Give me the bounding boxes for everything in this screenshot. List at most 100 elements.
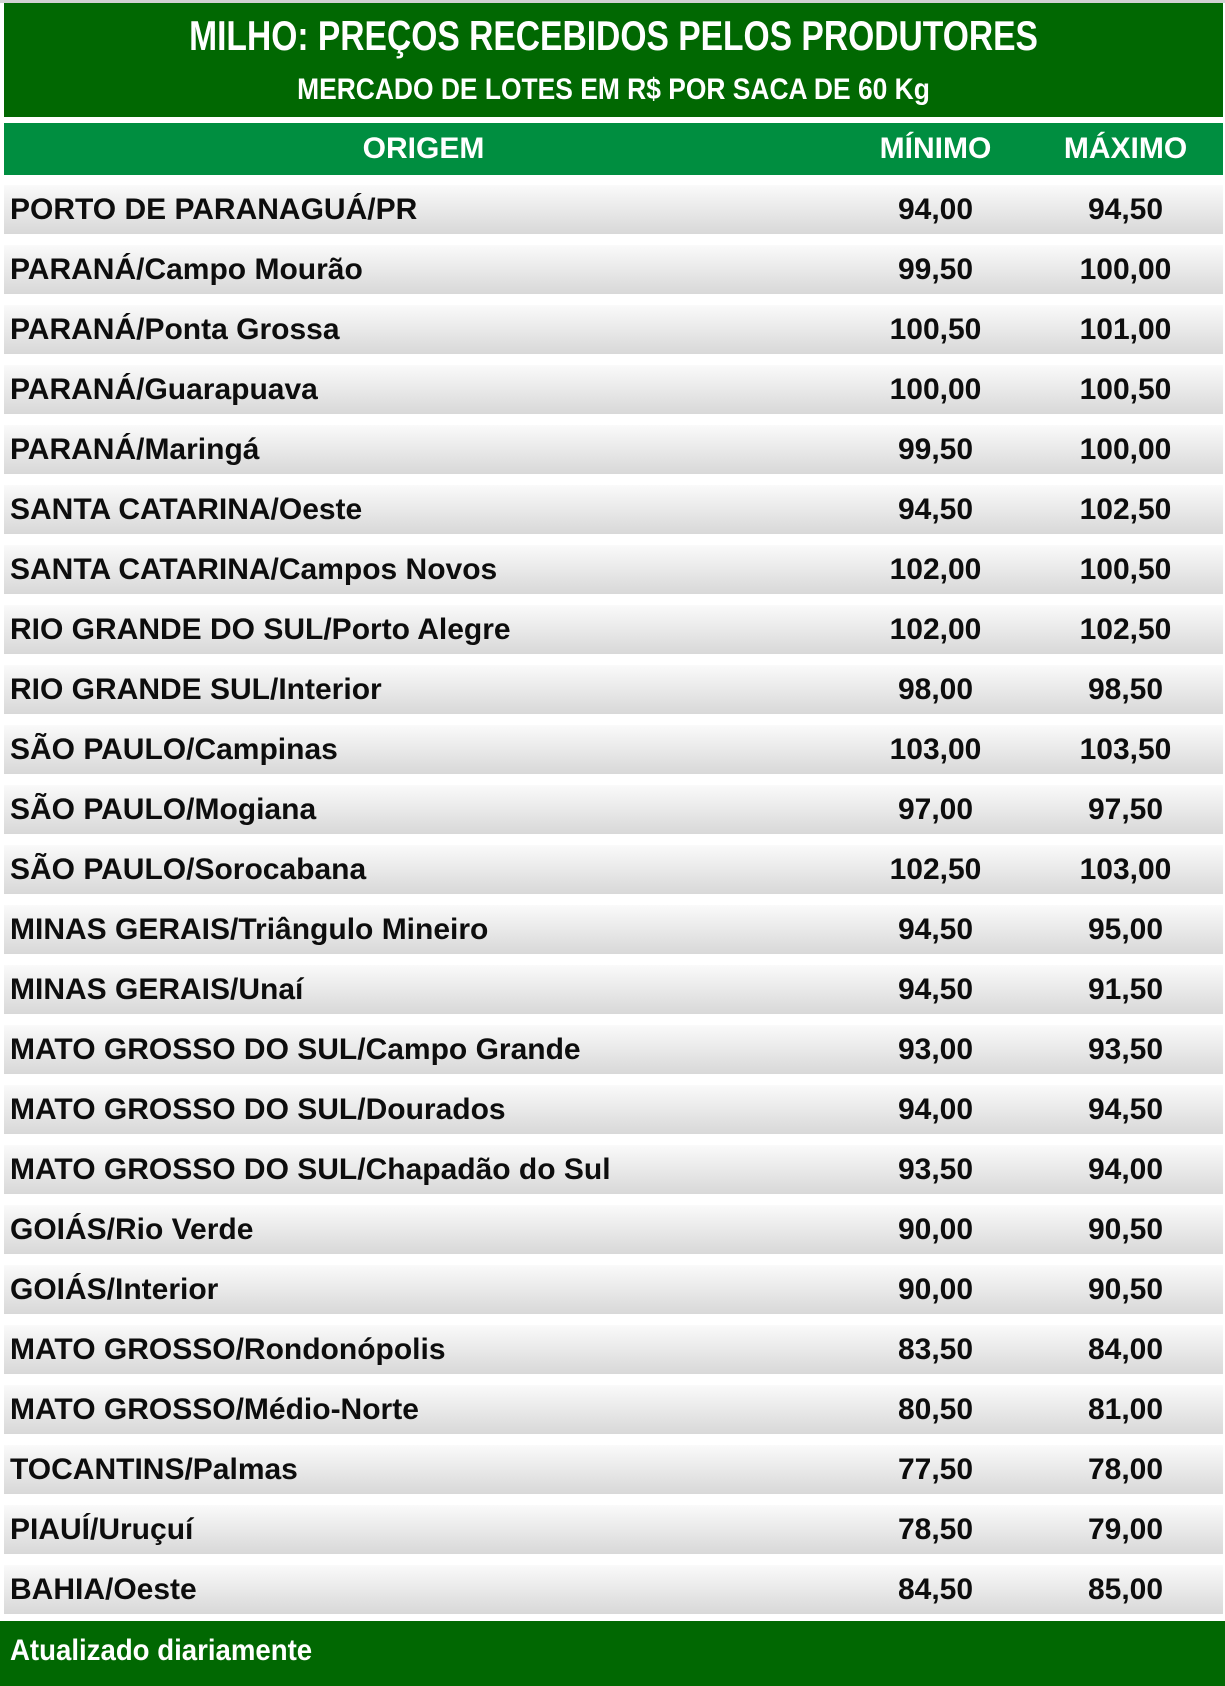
row-origem: MATO GROSSO DO SUL/Chapadão do Sul [10, 1152, 611, 1186]
table-row: PORTO DE PARANAGUÁ/PR 94,00 94,50 [4, 185, 1223, 234]
row-maximo: 81,00 [1087, 1392, 1164, 1426]
row-maximo: 85,00 [1087, 1572, 1164, 1606]
row-origem: MINAS GERAIS/Unaí [10, 972, 304, 1006]
row-maximo: 94,00 [1087, 1152, 1164, 1186]
column-header-origem: ORIGEM [362, 132, 485, 165]
row-maximo: 93,50 [1087, 1032, 1164, 1066]
row-origem: SÃO PAULO/Sorocabana [10, 852, 367, 886]
row-maximo: 98,50 [1087, 672, 1164, 706]
row-origem: PARANÁ/Ponta Grossa [10, 312, 340, 346]
row-maximo: 102,50 [1079, 492, 1172, 526]
row-minimo: 93,50 [897, 1152, 974, 1186]
table-row: RIO GRANDE DO SUL/Porto Alegre 102,00 10… [4, 605, 1223, 654]
row-origem: RIO GRANDE DO SUL/Porto Alegre [10, 612, 511, 646]
row-maximo: 91,50 [1087, 972, 1164, 1006]
table-row: MATO GROSSO DO SUL/Dourados 94,00 94,50 [4, 1085, 1223, 1134]
table-row: SANTA CATARINA/Oeste 94,50 102,50 [4, 485, 1223, 534]
row-maximo: 79,00 [1087, 1512, 1164, 1546]
column-header-minimo: MÍNIMO [879, 132, 992, 165]
row-minimo: 102,50 [889, 852, 982, 886]
row-origem: PARANÁ/Guarapuava [10, 372, 318, 406]
row-maximo: 101,00 [1079, 312, 1172, 346]
row-minimo: 94,50 [897, 972, 974, 1006]
row-origem: TOCANTINS/Palmas [10, 1452, 298, 1486]
row-origem: SÃO PAULO/Campinas [10, 732, 338, 766]
row-maximo: 95,00 [1087, 912, 1164, 946]
row-maximo: 90,50 [1087, 1272, 1164, 1306]
row-origem: MATO GROSSO DO SUL/Campo Grande [10, 1032, 581, 1066]
table-row: PARANÁ/Campo Mourão 99,50 100,00 [4, 245, 1223, 294]
row-minimo: 80,50 [897, 1392, 974, 1426]
table-row: MATO GROSSO/Rondonópolis 83,50 84,00 [4, 1325, 1223, 1374]
row-maximo: 84,00 [1087, 1332, 1164, 1366]
row-minimo: 90,00 [897, 1212, 974, 1246]
update-note: Atualizado diariamente [10, 1633, 313, 1667]
row-minimo: 102,00 [889, 552, 982, 586]
row-minimo: 93,00 [897, 1032, 974, 1066]
row-origem: MINAS GERAIS/Triângulo Mineiro [10, 912, 489, 946]
row-origem: PARANÁ/Maringá [10, 432, 260, 466]
table-row: MATO GROSSO/Médio-Norte 80,50 81,00 [4, 1385, 1223, 1434]
table-row: SANTA CATARINA/Campos Novos 102,00 100,5… [4, 545, 1223, 594]
row-origem: MATO GROSSO/Rondonópolis [10, 1332, 446, 1366]
table-row: GOIÁS/Interior 90,00 90,50 [4, 1265, 1223, 1314]
row-minimo: 100,00 [889, 372, 982, 406]
table-row: SÃO PAULO/Mogiana 97,00 97,50 [4, 785, 1223, 834]
table-row: BAHIA/Oeste 84,50 85,00 [4, 1565, 1223, 1614]
table-row: TOCANTINS/Palmas 77,50 78,00 [4, 1445, 1223, 1494]
row-origem: PIAUÍ/Uruçuí [10, 1512, 194, 1546]
table-row: PARANÁ/Guarapuava 100,00 100,50 [4, 365, 1223, 414]
row-maximo: 103,50 [1079, 732, 1172, 766]
row-origem: BAHIA/Oeste [10, 1572, 197, 1606]
row-origem: RIO GRANDE SUL/Interior [10, 672, 382, 706]
table-row: SÃO PAULO/Campinas 103,00 103,50 [4, 725, 1223, 774]
top-border [0, 0, 1225, 3]
row-maximo: 90,50 [1087, 1212, 1164, 1246]
row-minimo: 99,50 [897, 252, 974, 286]
row-maximo: 94,50 [1087, 192, 1164, 226]
row-origem: MATO GROSSO DO SUL/Dourados [10, 1092, 506, 1126]
row-origem: SANTA CATARINA/Oeste [10, 492, 363, 526]
page-title-text: MILHO: PREÇOS RECEBIDOS PELOS PRODUTORES [189, 12, 1038, 59]
row-maximo: 100,00 [1079, 252, 1172, 286]
row-minimo: 99,50 [897, 432, 974, 466]
row-minimo: 98,00 [897, 672, 974, 706]
table-row: MATO GROSSO DO SUL/Campo Grande 93,00 93… [4, 1025, 1223, 1074]
table-row: MINAS GERAIS/Triângulo Mineiro 94,50 95,… [4, 905, 1223, 954]
row-maximo: 94,50 [1087, 1092, 1164, 1126]
table-row: MATO GROSSO DO SUL/Chapadão do Sul 93,50… [4, 1145, 1223, 1194]
row-maximo: 100,50 [1079, 372, 1172, 406]
row-minimo: 77,50 [897, 1452, 974, 1486]
table-row: PIAUÍ/Uruçuí 78,50 79,00 [4, 1505, 1223, 1554]
row-maximo: 102,50 [1079, 612, 1172, 646]
row-maximo: 97,50 [1087, 792, 1164, 826]
page-subtitle-text: MERCADO DE LOTES EM R$ POR SACA DE 60 Kg [297, 73, 930, 106]
row-minimo: 94,00 [897, 192, 974, 226]
row-origem: SÃO PAULO/Mogiana [10, 792, 317, 826]
table-row: RIO GRANDE SUL/Interior 98,00 98,50 [4, 665, 1223, 714]
row-minimo: 100,50 [889, 312, 982, 346]
row-minimo: 94,50 [897, 912, 974, 946]
table-row: MINAS GERAIS/Unaí 94,50 91,50 [4, 965, 1223, 1014]
row-maximo: 100,00 [1079, 432, 1172, 466]
table-row: GOIÁS/Rio Verde 90,00 90,50 [4, 1205, 1223, 1254]
row-origem: PARANÁ/Campo Mourão [10, 252, 363, 286]
row-maximo: 103,00 [1079, 852, 1172, 886]
page-subtitle: MERCADO DE LOTES EM R$ POR SACA DE 60 Kg [254, 75, 973, 105]
row-minimo: 84,50 [897, 1572, 974, 1606]
row-origem: PORTO DE PARANAGUÁ/PR [10, 192, 418, 226]
row-minimo: 103,00 [889, 732, 982, 766]
row-origem: GOIÁS/Interior [10, 1272, 219, 1306]
row-minimo: 90,00 [897, 1272, 974, 1306]
price-table: MILHO: PREÇOS RECEBIDOS PELOS PRODUTORES… [4, 3, 1223, 1614]
row-minimo: 83,50 [897, 1332, 974, 1366]
row-minimo: 97,00 [897, 792, 974, 826]
footer-bar: Atualizado diariamente [0, 1621, 1225, 1686]
table-row: PARANÁ/Maringá 99,50 100,00 [4, 425, 1223, 474]
table-row: PARANÁ/Ponta Grossa 100,50 101,00 [4, 305, 1223, 354]
column-header-maximo: MÁXIMO [1063, 132, 1188, 165]
table-header-row: ORIGEM MÍNIMO MÁXIMO [4, 123, 1223, 175]
row-origem: GOIÁS/Rio Verde [10, 1212, 254, 1246]
row-minimo: 94,00 [897, 1092, 974, 1126]
table-body: PORTO DE PARANAGUÁ/PR 94,00 94,50 PARANÁ… [4, 185, 1223, 1614]
